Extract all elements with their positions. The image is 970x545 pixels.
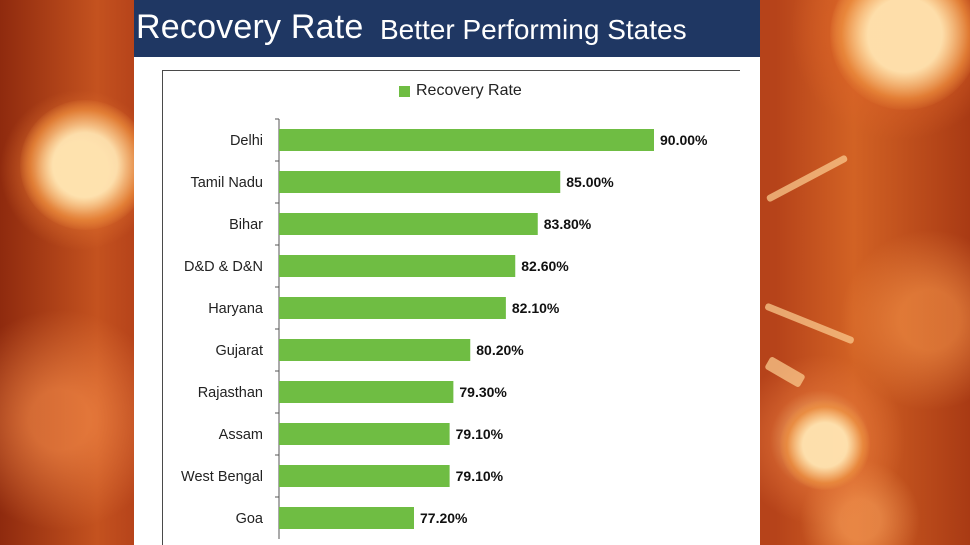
bar xyxy=(279,465,450,487)
chart-frame-left xyxy=(162,70,163,545)
virus-image-bottom-right xyxy=(780,400,870,490)
chart-legend: Recovery Rate xyxy=(399,81,522,101)
bar xyxy=(279,255,516,277)
bar xyxy=(279,129,654,151)
bar xyxy=(279,423,450,445)
category-label: D&D & D&N xyxy=(184,259,263,275)
data-label: 79.10% xyxy=(456,468,504,484)
data-label: 80.20% xyxy=(476,342,524,358)
page-title: Recovery Rate xyxy=(136,8,364,46)
data-label: 83.80% xyxy=(544,216,592,232)
bar xyxy=(279,213,538,235)
category-label: Delhi xyxy=(230,133,263,149)
category-label: Haryana xyxy=(208,301,264,317)
chart-frame-top xyxy=(162,70,740,71)
category-label: Goa xyxy=(236,511,264,527)
data-label: 85.00% xyxy=(566,174,614,190)
data-label: 82.10% xyxy=(512,300,560,316)
data-label: 90.00% xyxy=(660,132,708,148)
category-label: Gujarat xyxy=(215,343,263,359)
bar xyxy=(279,381,454,403)
title-bar: Recovery Rate Better Performing States xyxy=(134,0,760,57)
category-label: Rajasthan xyxy=(198,385,263,401)
category-label: Bihar xyxy=(229,217,263,233)
category-label: Assam xyxy=(219,427,263,443)
bar xyxy=(279,339,471,361)
bar xyxy=(279,507,414,529)
data-label: 77.20% xyxy=(420,510,468,526)
legend-label: Recovery Rate xyxy=(416,82,522,99)
category-label: Tamil Nadu xyxy=(190,175,263,191)
data-label: 79.30% xyxy=(459,384,507,400)
bar xyxy=(279,297,506,319)
data-label: 82.60% xyxy=(521,258,569,274)
page-subtitle: Better Performing States xyxy=(380,14,687,45)
bar-chart: Delhi 90.00% Tamil Nadu 85.00% Bihar 83.80% D&… xyxy=(181,118,708,539)
legend-swatch xyxy=(399,85,410,97)
chart-panel: Recovery Rate Delhi 90.00% Tamil Nadu 85.00… xyxy=(134,57,760,545)
virus-image-left xyxy=(20,100,150,230)
data-label: 79.10% xyxy=(456,426,504,442)
category-label: West Bengal xyxy=(181,469,263,485)
bar xyxy=(279,171,561,193)
